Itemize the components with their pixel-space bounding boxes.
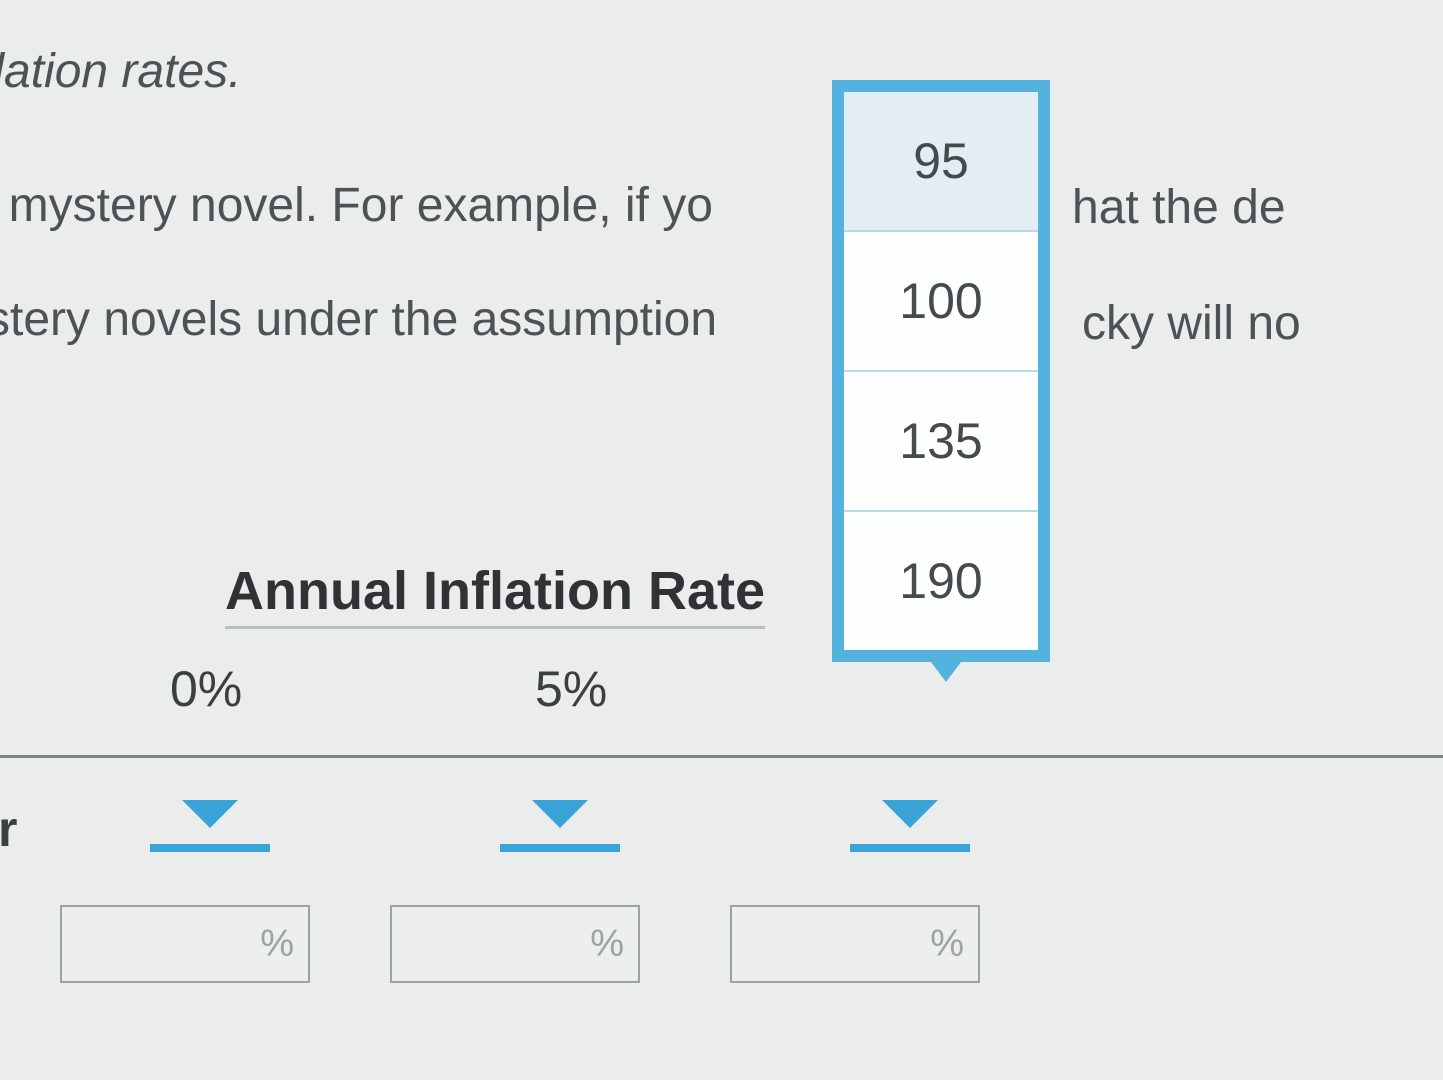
table-header: Annual Inflation Rate — [225, 560, 765, 629]
percent-suffix: % — [590, 923, 624, 966]
percent-input-col-1[interactable]: % — [390, 905, 640, 983]
paragraph-fragment: cky will no — [1082, 300, 1301, 348]
dropdown-trigger-col-1[interactable] — [500, 800, 620, 860]
dropdown-menu[interactable]: 95 100 135 190 — [832, 80, 1050, 662]
dropdown-trigger-col-0[interactable] — [150, 800, 270, 860]
chevron-down-icon — [182, 800, 238, 828]
paragraph-fragment: t mystery novel. For example, if yo — [0, 182, 713, 230]
percent-suffix: % — [260, 923, 294, 966]
paragraph-fragment: stery novels under the assumption — [0, 296, 717, 344]
percent-input-col-2[interactable]: % — [730, 905, 980, 983]
row-label: r — [0, 800, 17, 858]
table-row-divider — [0, 755, 1443, 758]
column-label: 5% — [535, 660, 607, 718]
dropdown-underline — [500, 844, 620, 852]
dropdown-option[interactable]: 100 — [844, 232, 1038, 372]
percent-suffix: % — [930, 923, 964, 966]
question-canvas: flation rates. t mystery novel. For exam… — [0, 0, 1443, 1080]
dropdown-option[interactable]: 190 — [844, 512, 1038, 650]
paragraph-fragment: flation rates. — [0, 48, 241, 96]
chevron-down-icon — [532, 800, 588, 828]
paragraph-fragment: hat the de — [1072, 184, 1286, 232]
column-label: 0% — [170, 660, 242, 718]
chevron-down-icon — [882, 800, 938, 828]
dropdown-pointer-icon — [922, 650, 970, 682]
dropdown-option[interactable]: 95 — [844, 92, 1038, 232]
dropdown-underline — [150, 844, 270, 852]
dropdown-underline — [850, 844, 970, 852]
percent-input-col-0[interactable]: % — [60, 905, 310, 983]
dropdown-trigger-col-2[interactable] — [850, 800, 970, 860]
dropdown-option[interactable]: 135 — [844, 372, 1038, 512]
